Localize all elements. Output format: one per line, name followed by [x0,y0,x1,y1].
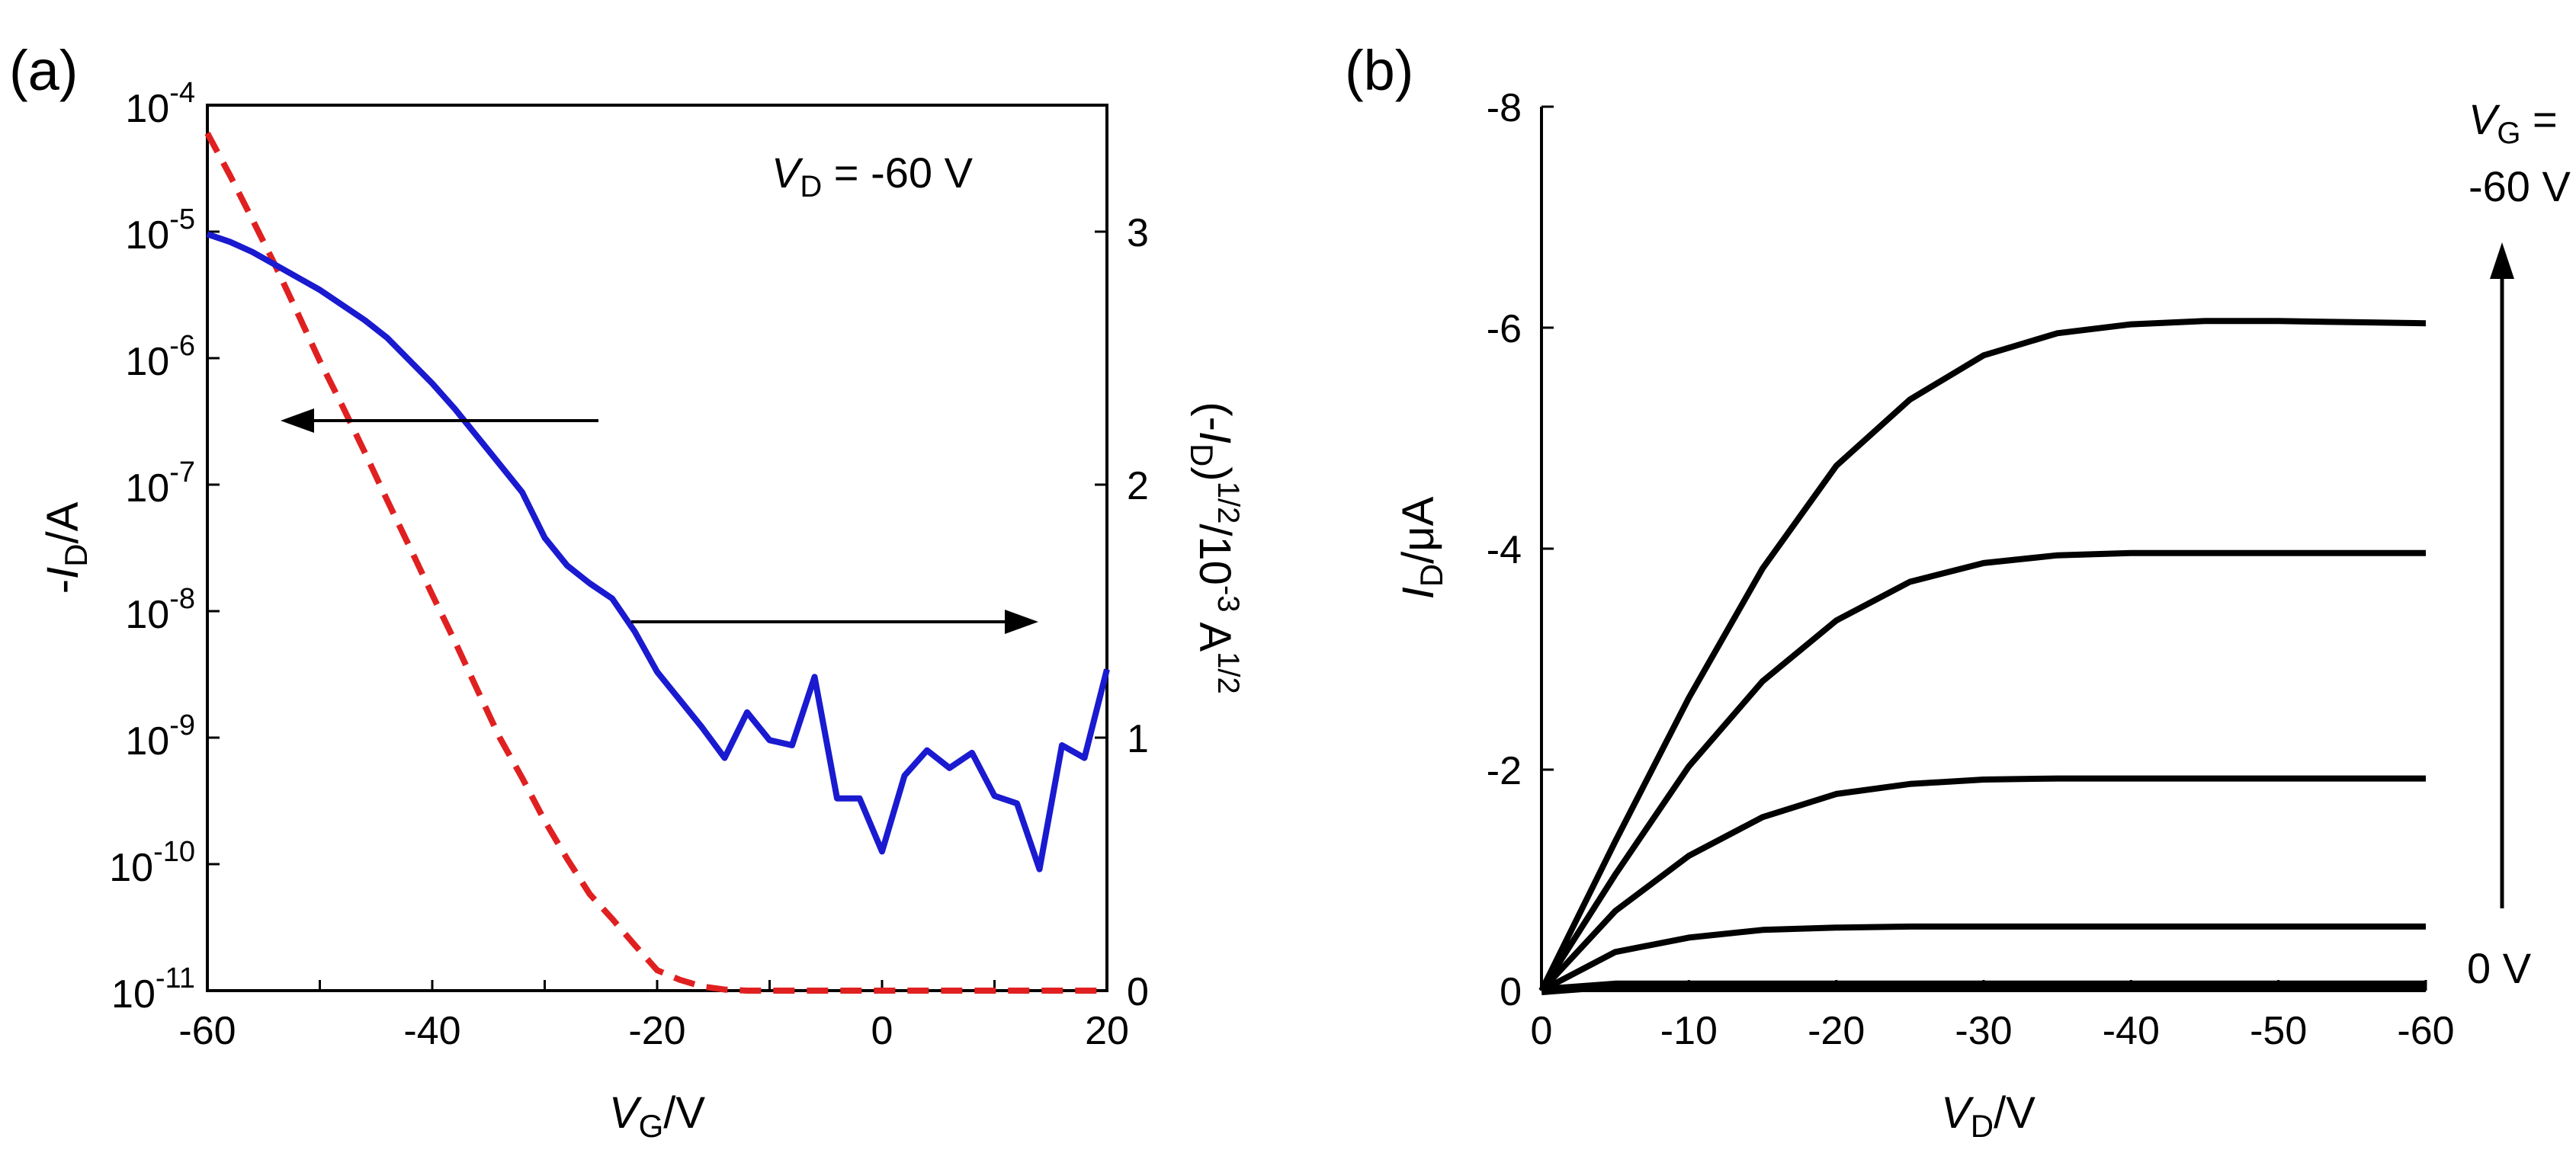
panel-b-x-tick-label: -40 [2103,1009,2160,1053]
panel-b-y-ticks: 0 -2 -4 -6 -8 [1487,86,1554,1014]
vg-arrow-head [2490,242,2514,279]
panel-a-x-axis-label: VG/V [609,1088,705,1144]
panel-a-right-y-tick-label: 3 [1127,211,1149,255]
panel-a-left-y-tick-label: 10-5 [125,203,195,258]
panel-b-y-tick-label: -4 [1487,528,1522,572]
panel-a-left-y-tick-label: 10-8 [125,583,195,637]
panel-b-y-tick-label: -8 [1487,86,1522,130]
panel-a-plot-frame [206,104,1108,992]
panel-a-x-tick-label: 0 [871,1009,893,1053]
left-axis-arrow-head [281,408,314,433]
panel-a-right-y-tick-label: 0 [1127,970,1149,1014]
panel-b-x-tick-label: -10 [1660,1009,1718,1053]
panel-a-series-sqrt-current [206,231,1110,873]
panel-a-right-y-axis-label: (-ID)1/2/10-3 A1/2 [1184,402,1245,693]
panel-b-output-curve [1538,549,2426,993]
panel-a-right-y-tick-label: 2 [1127,464,1149,508]
panel-b-x-tick-label: -60 [2397,1009,2454,1053]
right-axis-arrow-head [1005,610,1038,634]
panel-b-x-axis-label: VD/V [1941,1088,2035,1144]
panel-b-plot: 0 -10 -20 -30 -40 -50 -60 0 -2 -4 -6 -8 VG = -60 V… [1487,86,2571,1053]
panel-b-y-tick-label: -6 [1487,307,1522,351]
panel-a-series [204,131,1110,994]
panel-a-x-tick-label: -40 [403,1009,460,1053]
panel-a-right-y-tick-label: 1 [1127,717,1149,761]
panel-b-series [1538,318,2427,995]
panel-a-left-y-tick-label: 10-9 [125,709,195,764]
panel-a-left-y-axis-label: -ID/A [38,501,94,594]
panel-a-x-ticks: -60 -40 -20 0 20 [178,980,1129,1053]
panel-a-left-y-tick-label: 10-11 [111,962,195,1017]
panel-b-y-axis-label: ID/μA [1394,496,1449,599]
panel-b-x-tick-label: 0 [1531,1009,1553,1053]
panel-a-left-y-tick-label: 10-4 [125,77,195,131]
panel-a-left-y-tick-label: 10-6 [125,330,195,384]
panel-b-x-tick-label: -20 [1808,1009,1865,1053]
panel-b-y-tick-label: 0 [1500,970,1522,1014]
panel-b-y-tick-label: -2 [1487,749,1522,793]
vg-bottom-annotation: 0 V [2467,944,2532,992]
panel-a-left-y-tick-label: 10-10 [109,836,195,890]
panel-a-x-tick-label: -60 [178,1009,236,1053]
panel-a-left-y-tick-label: 10-7 [125,456,195,511]
panel-a-right-y-ticks: 0 1 2 3 [1095,211,1149,1014]
panel-a-left-y-ticks: 10-11 10-10 10-9 10-8 10-7 10-6 10-5 10-4 [109,77,220,1017]
panel-a-plot: -60 -40 -20 0 20 10-1110-1010-910-810-710-61… [109,77,1149,1053]
vd-annotation: VD = -60 V [772,149,974,203]
vg-top-annotation-line2: -60 V [2469,162,2571,210]
panel-b-x-tick-label: -50 [2250,1009,2307,1053]
panel-b-label: (b) [1345,39,1413,102]
panel-b-output-curve [1541,980,2426,995]
panel-a-label: (a) [9,39,78,102]
vg-top-annotation: VG = [2469,95,2558,150]
panel-b-x-ticks: 0 -10 -20 -30 -40 -50 -60 [1531,980,2455,1053]
panel-a-series-log-current [204,131,1107,994]
panel-b-output-curve [1538,318,2427,992]
panel-a-x-tick-label: -20 [628,1009,685,1053]
panel-a-x-tick-label: 20 [1085,1009,1129,1053]
panel-b-output-curve [1539,775,2426,993]
panel-b-output-curve [1540,923,2426,994]
panel-b-x-tick-label: -30 [1955,1009,2012,1053]
